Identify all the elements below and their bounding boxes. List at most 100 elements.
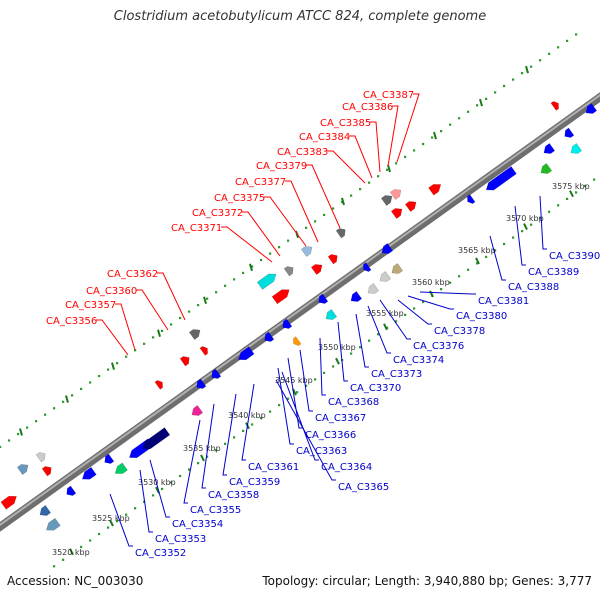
- forward-gene-arrow: [179, 356, 190, 367]
- guide-dot: [413, 149, 416, 152]
- tick-mark: [69, 548, 74, 556]
- guide-dot: [404, 313, 407, 317]
- guide-dot: [26, 426, 29, 429]
- guide-dot: [359, 346, 362, 349]
- reverse-gene-arrow: [363, 262, 372, 272]
- guide-dot: [143, 500, 146, 503]
- forward-gene-arrow: [389, 189, 402, 200]
- guide-dot: [278, 404, 281, 407]
- reverse-gene-arrow: [238, 346, 255, 361]
- guide-dot: [143, 342, 146, 345]
- guide-dot: [80, 545, 83, 549]
- tick-mark: [200, 454, 205, 462]
- guide-dot: [395, 162, 398, 165]
- reverse-gene-label: CA_C3363: [296, 446, 347, 457]
- reverse-gene-arrow: [367, 283, 380, 294]
- guide-dot: [350, 352, 353, 355]
- forward-label-leader: [306, 164, 341, 229]
- tick-mark: [109, 519, 114, 527]
- guide-dot: [548, 52, 551, 55]
- minor-tick: [65, 395, 69, 403]
- reverse-gene-arrow: [379, 271, 392, 282]
- forward-gene-arrow: [283, 266, 294, 277]
- tick-label: 3565 kbp: [458, 246, 496, 255]
- forward-gene-label: CA_C3356: [46, 316, 97, 327]
- guide-dot: [170, 481, 173, 484]
- guide-dot: [98, 532, 101, 536]
- reverse-label-leader: [337, 321, 348, 382]
- reverse-label-leader: [277, 367, 294, 445]
- tick-label: 3525 kbp: [92, 514, 130, 523]
- forward-gene-label: CA_C3377: [235, 177, 286, 188]
- guide-dot: [215, 449, 218, 452]
- reverse-gene-label: CA_C3367: [315, 413, 366, 424]
- forward-gene-arrow: [0, 495, 17, 510]
- guide-dot: [179, 316, 182, 320]
- reverse-gene-arrow: [543, 143, 556, 154]
- forward-gene-arrow: [16, 464, 29, 475]
- reverse-label-leader: [355, 313, 369, 368]
- reverse-gene-arrow: [467, 194, 476, 204]
- guide-dot: [521, 72, 524, 75]
- guide-dot: [386, 168, 389, 171]
- reverse-gene-arrow: [191, 405, 204, 416]
- forward-label-leader: [370, 121, 381, 173]
- guide-dot: [350, 194, 353, 197]
- reverse-gene-arrow: [66, 485, 77, 496]
- forward-gene-arrow: [428, 184, 442, 196]
- guide-dot: [386, 326, 389, 329]
- guide-dot: [197, 304, 200, 307]
- guide-dot: [152, 494, 155, 497]
- forward-gene-arrow: [550, 101, 559, 111]
- guide-dot: [449, 123, 452, 126]
- reverse-gene-arrow: [564, 127, 575, 138]
- tick-label: 3520 kbp: [52, 548, 90, 557]
- forward-gene-arrow: [327, 254, 338, 265]
- guide-dot: [575, 191, 578, 194]
- reverse-gene-arrow: [104, 453, 115, 464]
- guide-dot: [305, 226, 308, 229]
- reverse-gene-arrow: [485, 166, 517, 191]
- minor-tick: [433, 131, 437, 140]
- guide-dot: [413, 307, 416, 310]
- guide-dot: [422, 142, 425, 146]
- gene-features: [0, 101, 598, 531]
- guide-dot: [458, 117, 461, 120]
- guide-dot: [224, 442, 227, 445]
- tick-mark: [523, 223, 528, 231]
- tick-mark: [429, 290, 434, 298]
- reverse-gene-arrow: [293, 336, 302, 346]
- minor-tick: [157, 329, 161, 337]
- forward-label-leader: [221, 226, 273, 263]
- guide-dot: [404, 155, 407, 159]
- guide-dot: [431, 136, 434, 139]
- guide-dot: [467, 268, 470, 271]
- guide-dot: [440, 130, 443, 133]
- guide-dot: [485, 97, 488, 100]
- guide-dot: [377, 333, 380, 336]
- guide-dot: [170, 323, 173, 326]
- reverse-label-leader: [489, 235, 506, 281]
- reverse-gene-label: CA_C3365: [338, 482, 389, 493]
- guide-dot: [503, 84, 506, 88]
- guide-dot: [557, 204, 560, 207]
- reverse-label-leader: [222, 393, 237, 476]
- reverse-gene-label: CA_C3354: [172, 519, 223, 530]
- guide-dot: [395, 320, 398, 323]
- guide-dot: [98, 374, 101, 378]
- label-leaders: [96, 93, 547, 547]
- reverse-label-leader: [407, 295, 454, 310]
- minor-tick: [111, 362, 115, 370]
- forward-gene-label: CA_C3383: [277, 147, 328, 158]
- guide-dot: [233, 436, 236, 439]
- minor-tick: [203, 296, 207, 305]
- reverse-gene-arrow: [196, 378, 207, 389]
- forward-gene-label: CA_C3362: [107, 269, 158, 280]
- forward-gene-arrow: [380, 195, 393, 206]
- guide-dot: [116, 362, 119, 365]
- guide-dot: [215, 291, 218, 294]
- reverse-gene-label: CA_C3374: [393, 355, 444, 366]
- guide-dot: [233, 278, 236, 281]
